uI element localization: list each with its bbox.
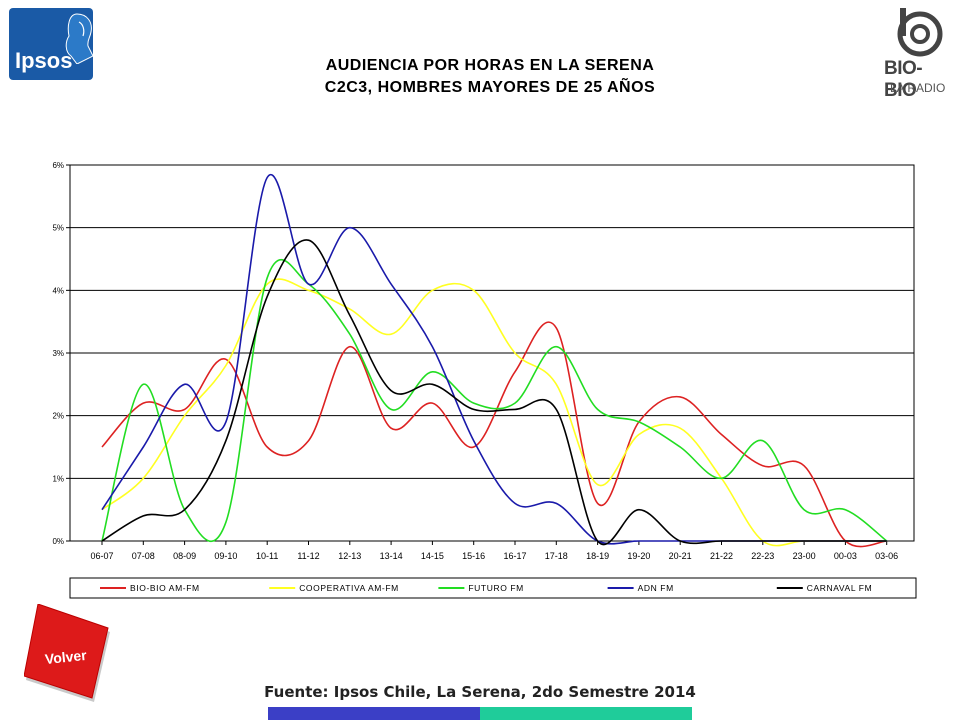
x-tick-label: 14-15 — [421, 551, 444, 561]
y-tick-label: 4% — [52, 286, 64, 295]
x-tick-label: 06-07 — [90, 551, 113, 561]
ipsos-head-icon — [65, 13, 93, 64]
x-tick-label: 19-20 — [627, 551, 650, 561]
legend-label: COOPERATIVA AM-FM — [299, 583, 399, 593]
legend-label: CARNAVAL FM — [807, 583, 872, 593]
y-tick-label: 6% — [52, 161, 64, 170]
volver-button[interactable]: Volver — [24, 604, 112, 704]
x-tick-label: 13-14 — [380, 551, 403, 561]
x-tick-label: 22-23 — [751, 551, 774, 561]
footer-bar-teal — [480, 707, 692, 720]
x-tick-label: 23-00 — [793, 551, 816, 561]
x-tick-label: 10-11 — [256, 551, 278, 561]
x-tick-label: 00-03 — [834, 551, 857, 561]
x-tick-label: 15-16 — [462, 551, 485, 561]
x-tick-label: 03-06 — [875, 551, 898, 561]
series-line-carnaval-fm — [101, 239, 887, 545]
x-tick-label: 21-22 — [710, 551, 733, 561]
x-tick-label: 08-09 — [173, 551, 196, 561]
footer-bar-blue — [268, 707, 480, 720]
x-tick-label: 12-13 — [338, 551, 361, 561]
x-tick-label: 07-08 — [132, 551, 155, 561]
ipsos-logo-text: Ipsos — [15, 48, 73, 73]
x-tick-label: 09-10 — [214, 551, 237, 561]
volver-label: Volver — [44, 647, 88, 667]
series-line-cooperativa-am-fm — [101, 278, 887, 547]
y-tick-label: 3% — [52, 349, 64, 358]
y-tick-label: 1% — [52, 474, 64, 483]
legend-label: BIO-BIO AM-FM — [130, 583, 200, 593]
y-tick-label: 2% — [52, 412, 64, 421]
x-tick-label: 11-12 — [297, 551, 319, 561]
y-tick-label: 5% — [52, 224, 64, 233]
chart-title-line2: C2C3, HOMBRES MAYORES DE 25 AÑOS — [324, 79, 656, 96]
y-tick-label: 0% — [52, 537, 64, 546]
source-note: Fuente: Ipsos Chile, La Serena, 2do Seme… — [264, 683, 696, 701]
biobio-subtitle: LA RADIO — [890, 81, 946, 95]
x-tick-label: 17-18 — [545, 551, 568, 561]
x-tick-label: 16-17 — [503, 551, 526, 561]
legend — [69, 577, 917, 599]
chart-title-line1: AUDIENCIA POR HORAS EN LA SERENA — [325, 57, 655, 74]
x-tick-label: 18-19 — [586, 551, 609, 561]
biobio-emblem-icon — [897, 8, 943, 57]
legend-label: ADN FM — [638, 583, 674, 593]
series-line-futuro-fm — [101, 259, 888, 542]
ipsos-logo: Ipsos — [9, 8, 93, 80]
x-tick-label: 20-21 — [669, 551, 692, 561]
biobio-name: BIO-BIO — [884, 58, 923, 101]
biobio-logo: BIO-BIO LA RADIO — [884, 8, 954, 103]
legend-label: FUTURO FM — [468, 583, 523, 593]
